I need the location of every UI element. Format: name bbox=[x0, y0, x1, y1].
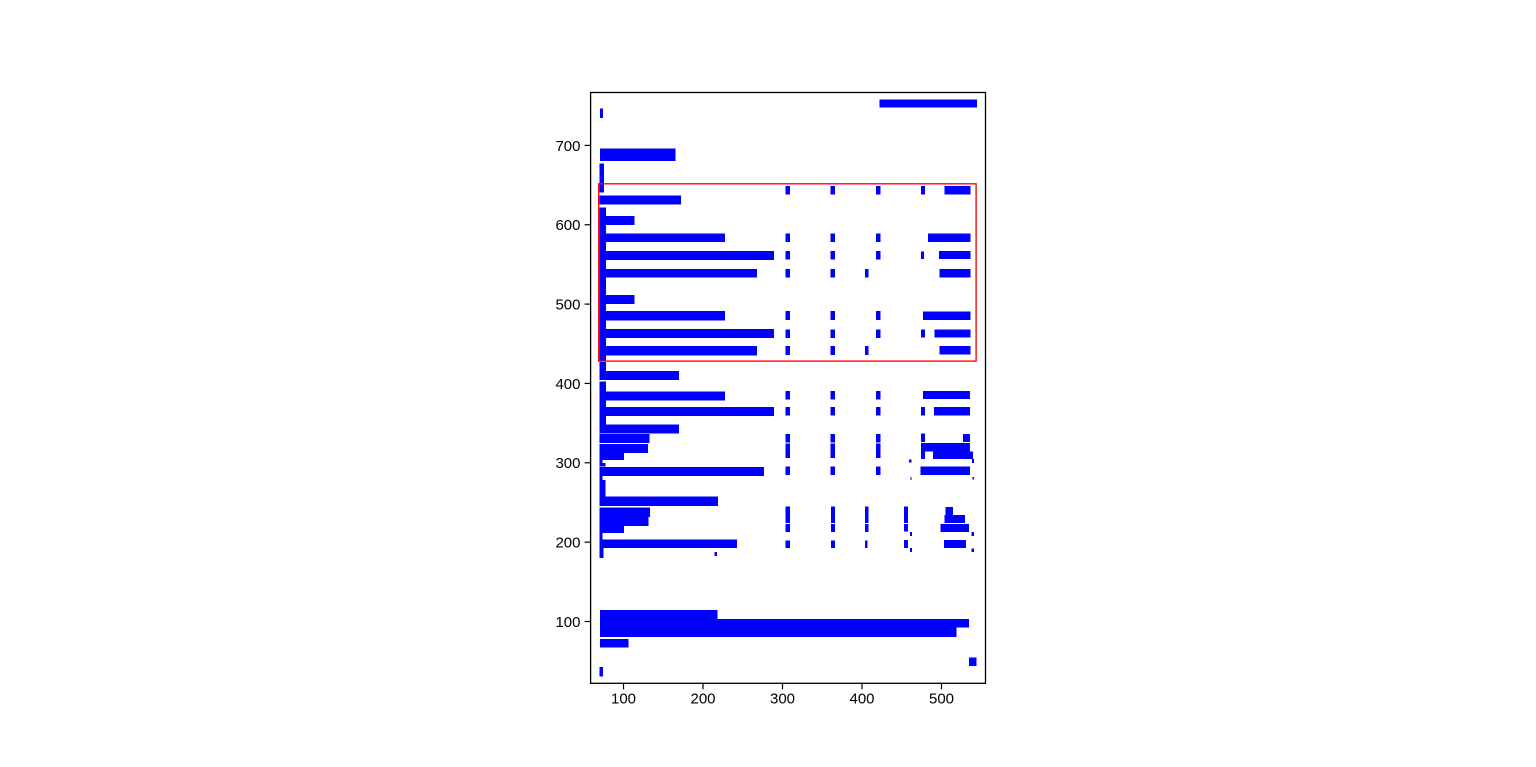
svg-text:300: 300 bbox=[770, 691, 795, 708]
svg-text:600: 600 bbox=[555, 217, 580, 234]
svg-text:700: 700 bbox=[555, 138, 580, 155]
svg-text:400: 400 bbox=[555, 376, 580, 393]
svg-text:100: 100 bbox=[555, 614, 580, 631]
svg-text:400: 400 bbox=[849, 691, 874, 708]
svg-text:300: 300 bbox=[555, 455, 580, 472]
svg-text:500: 500 bbox=[555, 296, 580, 313]
svg-text:100: 100 bbox=[611, 691, 636, 708]
svg-text:500: 500 bbox=[929, 691, 954, 708]
svg-text:200: 200 bbox=[690, 691, 715, 708]
svg-text:200: 200 bbox=[555, 535, 580, 552]
